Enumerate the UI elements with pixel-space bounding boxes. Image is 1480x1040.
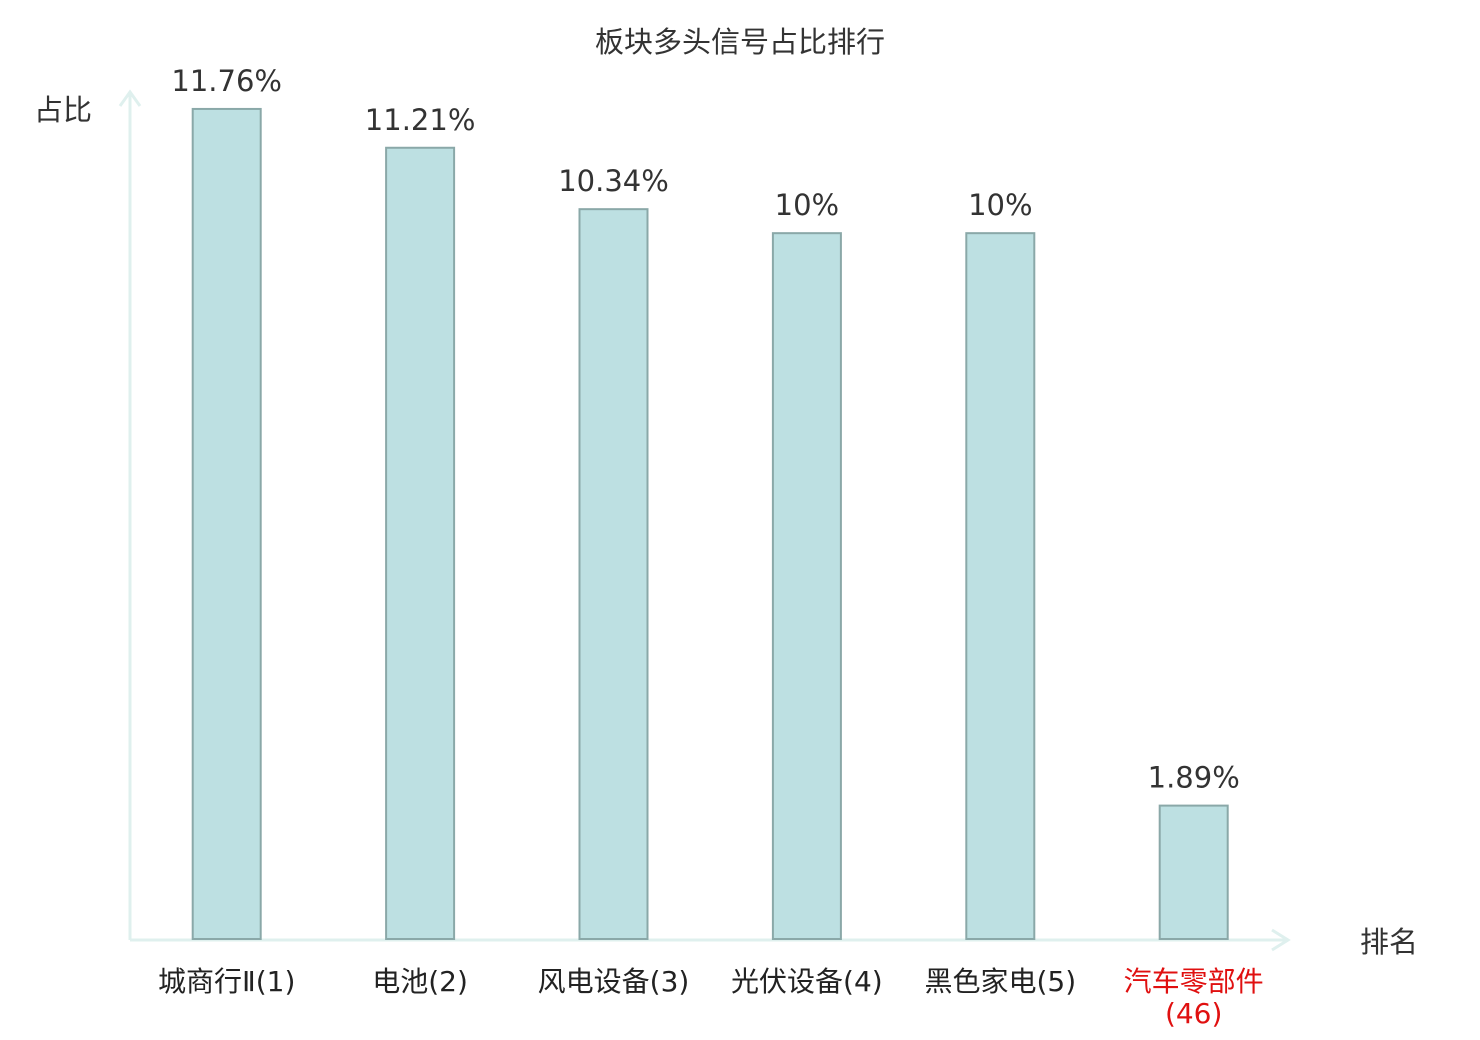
axes [118,89,1291,952]
x-tick-label: 电池(2) [372,965,468,998]
x-axis-label: 排名 [1360,925,1418,959]
value-label: 11.21% [365,103,476,137]
x-tick-label: 光伏设备(4) [731,965,883,998]
bar [385,146,456,941]
bar [771,232,842,940]
x-tick-label: 风电设备(3) [537,965,690,998]
chart-title: 板块多头信号占比排行 [595,25,885,59]
y-axis-label: 占比 [34,93,92,127]
x-tick-label: 城商行Ⅱ(1) [157,965,296,998]
value-label: 11.76% [171,64,282,98]
y-axis-arrow [118,89,142,107]
bar [578,208,649,940]
value-label: 10% [775,188,839,222]
x-axis-arrow [1271,928,1291,952]
bar [191,107,262,940]
value-label: 1.89% [1148,761,1240,795]
x-tick-label: 汽车零部件(46) [1123,965,1264,1030]
bar [965,232,1036,940]
value-label: 10.34% [558,164,669,198]
x-tick-label: 黑色家电(5) [924,965,1077,998]
value-label: 10% [968,188,1032,222]
bar [1158,804,1229,940]
